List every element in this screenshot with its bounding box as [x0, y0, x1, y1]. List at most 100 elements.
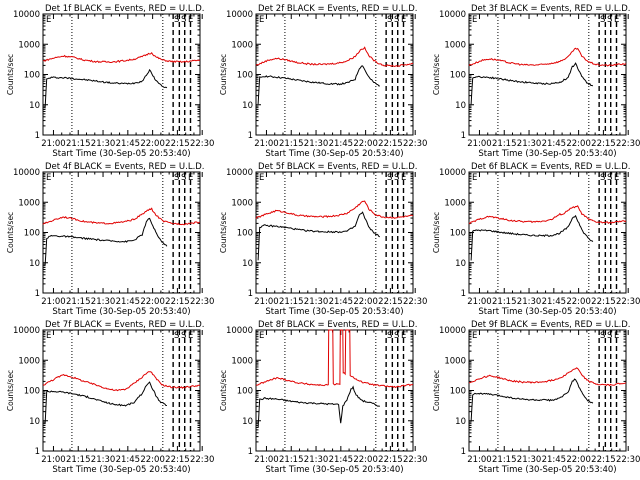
x-tick-label: 22:00 [140, 139, 165, 149]
y-tick-label: 10 [455, 101, 466, 111]
corner-label: S [607, 331, 612, 341]
x-tick-label: 22:30 [616, 297, 640, 307]
events-series-line [470, 214, 594, 261]
corner-label: S [600, 331, 605, 341]
y-tick-label: 1000 [444, 356, 466, 366]
uld-series-line [468, 205, 627, 225]
corner-label: E [472, 173, 477, 183]
x-axis-label: Start Time (30-Sep-05 20:53:40) [52, 149, 190, 159]
x-tick-label: 22:30 [403, 297, 428, 307]
x-tick-label: 22:30 [403, 139, 428, 149]
events-series-line [44, 217, 168, 266]
y-tick-label: 1000 [18, 40, 40, 50]
x-tick-label: 21:00 [254, 455, 279, 465]
x-tick-label: 21:45 [329, 455, 354, 465]
x-tick-label: 22:00 [566, 297, 591, 307]
y-tick-label: 1 [248, 289, 253, 299]
x-tick-label: 21:00 [467, 139, 492, 149]
y-tick-label: 100 [450, 71, 466, 81]
y-tick-label: 1 [461, 447, 466, 457]
y-axis-label: Counts/sec [6, 54, 15, 95]
events-series-line [44, 381, 167, 425]
x-tick-label: 22:00 [566, 139, 591, 149]
y-axis-label: Counts/sec [432, 54, 441, 95]
y-tick-label: 100 [450, 229, 466, 239]
uld-series-line [255, 46, 414, 68]
corner-label: S [174, 331, 179, 341]
chart-panel-7: Det 7f BLACK = Events, RED = U.L.D.E S S E1… [6, 320, 214, 475]
y-tick-label: 1 [248, 131, 253, 141]
corner-label: S [174, 15, 179, 25]
plot-frame [468, 13, 627, 136]
chart-panel-4: Det 4f BLACK = Events, RED = U.L.D.E S S E1… [6, 162, 214, 317]
chart-title: Det 2f BLACK = Events, RED = U.L.D. [258, 4, 418, 14]
chart-title: Det 4f BLACK = Events, RED = U.L.D. [45, 162, 205, 172]
events-series-line [44, 68, 168, 109]
y-tick-label: 100 [24, 387, 40, 397]
y-axis-label: Counts/sec [432, 370, 441, 411]
plot-frame [42, 13, 201, 136]
y-tick-label: 10 [242, 417, 253, 427]
x-tick-label: 21:45 [116, 139, 141, 149]
chart-title: Det 9f BLACK = Events, RED = U.L.D. [471, 320, 631, 330]
x-tick-label: 21:30 [304, 455, 329, 465]
y-tick-label: 10 [455, 259, 466, 269]
uld-series-line [42, 51, 201, 64]
y-tick-label: 1000 [18, 198, 40, 208]
y-tick-label: 1 [461, 131, 466, 141]
corner-label: S [394, 15, 399, 25]
x-tick-label: 22:00 [353, 297, 378, 307]
corner-label: E [472, 15, 477, 25]
y-tick-label: 10000 [13, 10, 40, 20]
y-tick-label: 100 [24, 71, 40, 81]
events-series-line [257, 211, 381, 261]
y-axis-label: Counts/sec [219, 54, 228, 95]
x-tick-label: 21:45 [116, 297, 141, 307]
corner-label: S [387, 331, 392, 341]
x-tick-label: 22:15 [165, 297, 190, 307]
y-tick-label: 10000 [13, 168, 40, 178]
x-tick-label: 21:15 [492, 455, 517, 465]
y-tick-label: 1000 [18, 356, 40, 366]
corner-label: S [600, 173, 605, 183]
uld-series-line [255, 329, 414, 389]
events-series-line [470, 378, 594, 422]
x-tick-label: 21:00 [467, 297, 492, 307]
x-tick-label: 21:45 [329, 139, 354, 149]
y-tick-label: 10000 [13, 326, 40, 336]
x-tick-label: 21:00 [41, 297, 66, 307]
y-tick-label: 10 [29, 101, 40, 111]
x-tick-label: 21:30 [91, 455, 116, 465]
y-tick-label: 1000 [231, 198, 253, 208]
corner-label: E [614, 331, 619, 341]
x-tick-label: 21:15 [279, 297, 304, 307]
y-axis-label: Counts/sec [432, 212, 441, 253]
x-tick-label: 22:15 [591, 139, 616, 149]
x-tick-label: 22:15 [591, 297, 616, 307]
x-axis-label: Start Time (30-Sep-05 20:53:40) [52, 465, 190, 475]
events-series-line [470, 62, 594, 105]
x-axis-label: Start Time (30-Sep-05 20:53:40) [265, 465, 403, 475]
x-tick-label: 21:30 [304, 297, 329, 307]
y-axis-label: Counts/sec [6, 212, 15, 253]
x-tick-label: 21:45 [542, 139, 567, 149]
corner-label: E [401, 331, 406, 341]
x-tick-label: 22:00 [140, 455, 165, 465]
corner-label: E [188, 173, 193, 183]
chart-title: Det 7f BLACK = Events, RED = U.L.D. [45, 320, 205, 330]
uld-series-line [468, 47, 627, 67]
corner-label: S [181, 15, 186, 25]
y-tick-label: 100 [24, 229, 40, 239]
chart-panel-8: Det 8f BLACK = Events, RED = U.L.D.E S S E1… [219, 320, 427, 475]
corner-label: E [614, 173, 619, 183]
x-tick-label: 21:00 [254, 297, 279, 307]
y-tick-label: 10000 [439, 326, 466, 336]
x-tick-label: 22:30 [616, 139, 640, 149]
x-tick-label: 22:00 [140, 297, 165, 307]
x-tick-label: 22:15 [378, 297, 403, 307]
events-series-line [257, 65, 380, 105]
x-tick-label: 22:00 [353, 455, 378, 465]
y-tick-label: 100 [237, 229, 253, 239]
y-tick-label: 1 [35, 289, 40, 299]
